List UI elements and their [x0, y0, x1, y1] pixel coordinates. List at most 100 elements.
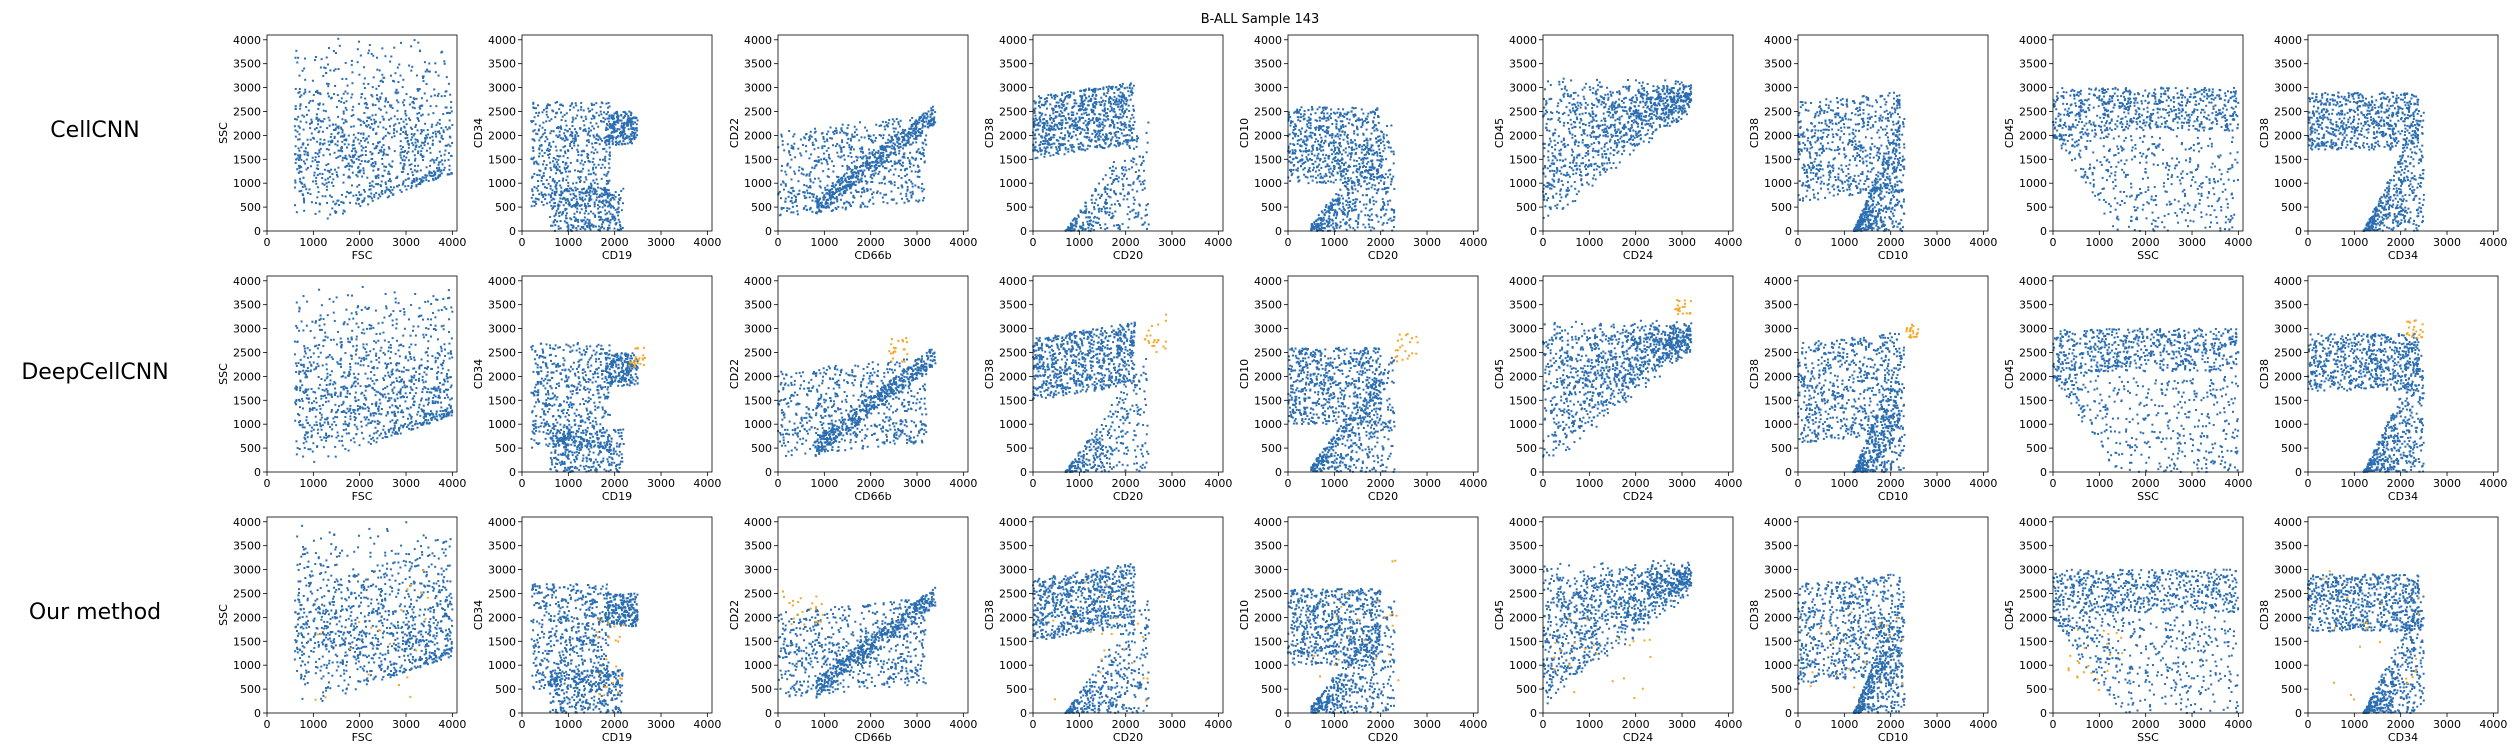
data-point	[343, 110, 345, 112]
data-point	[351, 71, 353, 73]
data-point	[801, 173, 803, 175]
data-point	[840, 147, 842, 149]
data-point	[345, 62, 347, 64]
data-point	[1036, 157, 1038, 159]
data-point	[442, 163, 444, 165]
data-point	[550, 169, 552, 171]
data-point	[1095, 199, 1097, 201]
data-point	[814, 128, 816, 130]
data-point	[312, 160, 314, 162]
data-point	[605, 193, 607, 195]
y-tick-label: 3000	[233, 82, 261, 95]
data-point	[1064, 153, 1066, 155]
data-point	[862, 162, 864, 164]
data-point	[325, 164, 327, 166]
data-point	[810, 186, 812, 188]
data-point	[1049, 155, 1051, 157]
data-point	[820, 159, 822, 161]
data-point	[379, 69, 381, 71]
data-point	[1111, 216, 1113, 218]
data-point	[627, 117, 629, 119]
data-point	[315, 152, 317, 154]
data-point	[918, 121, 920, 123]
data-point	[352, 148, 354, 150]
data-point	[420, 133, 422, 135]
data-point	[605, 151, 607, 153]
data-point	[1045, 114, 1047, 116]
data-point	[847, 176, 849, 178]
data-point	[1122, 143, 1124, 145]
data-point	[581, 226, 583, 228]
data-point	[914, 123, 916, 125]
data-point	[851, 162, 853, 164]
data-point	[827, 131, 829, 133]
data-point	[413, 98, 415, 100]
data-point	[827, 199, 829, 201]
data-point	[1046, 125, 1048, 127]
data-point	[593, 104, 595, 106]
data-point	[1127, 213, 1129, 215]
data-point	[298, 172, 300, 174]
y-tick-label: 500	[751, 201, 772, 214]
data-point	[1135, 212, 1137, 214]
data-point	[414, 107, 416, 109]
data-point	[841, 180, 843, 182]
data-point	[1098, 138, 1100, 140]
data-point	[621, 143, 623, 145]
data-point	[1112, 120, 1114, 122]
data-point	[805, 205, 807, 207]
data-point	[837, 176, 839, 178]
data-point	[595, 226, 597, 228]
data-point	[1332, 170, 1334, 172]
data-point	[413, 181, 415, 183]
data-point	[319, 138, 321, 140]
data-point	[1137, 212, 1139, 214]
data-point	[434, 62, 436, 64]
data-point	[1093, 206, 1095, 208]
data-point	[543, 160, 545, 162]
data-point	[898, 146, 900, 148]
data-point	[334, 169, 336, 171]
data-point	[1343, 139, 1345, 141]
data-point	[784, 171, 786, 173]
data-point	[369, 116, 371, 118]
data-point	[441, 135, 443, 137]
x-tick-label: 3000	[392, 236, 420, 249]
data-point	[898, 123, 900, 125]
data-point	[601, 121, 603, 123]
data-point	[1052, 112, 1054, 114]
data-point	[377, 197, 379, 199]
data-point	[1084, 228, 1086, 230]
data-point	[432, 144, 434, 146]
data-point	[823, 138, 825, 140]
data-point	[576, 160, 578, 162]
data-point	[921, 183, 923, 185]
data-point	[1130, 99, 1132, 101]
data-point	[357, 132, 359, 134]
data-point	[603, 174, 605, 176]
data-point	[863, 191, 865, 193]
data-point	[1333, 140, 1335, 142]
data-point	[394, 72, 396, 74]
data-point	[354, 154, 356, 156]
data-point	[815, 160, 817, 162]
data-point	[844, 173, 846, 175]
data-point	[1096, 124, 1098, 126]
data-point	[425, 179, 427, 181]
data-point	[384, 190, 386, 192]
data-point	[1135, 163, 1137, 165]
data-point	[1098, 101, 1100, 103]
data-point	[1100, 136, 1102, 138]
data-point	[1361, 152, 1363, 154]
data-point	[363, 112, 365, 114]
data-point	[579, 228, 581, 230]
data-point	[599, 206, 601, 208]
data-point	[1102, 134, 1104, 136]
data-point	[596, 151, 598, 153]
data-point	[587, 154, 589, 156]
data-point	[797, 148, 799, 150]
data-point	[611, 114, 613, 116]
data-point	[304, 153, 306, 155]
data-point	[1133, 85, 1135, 87]
data-point	[439, 174, 441, 176]
